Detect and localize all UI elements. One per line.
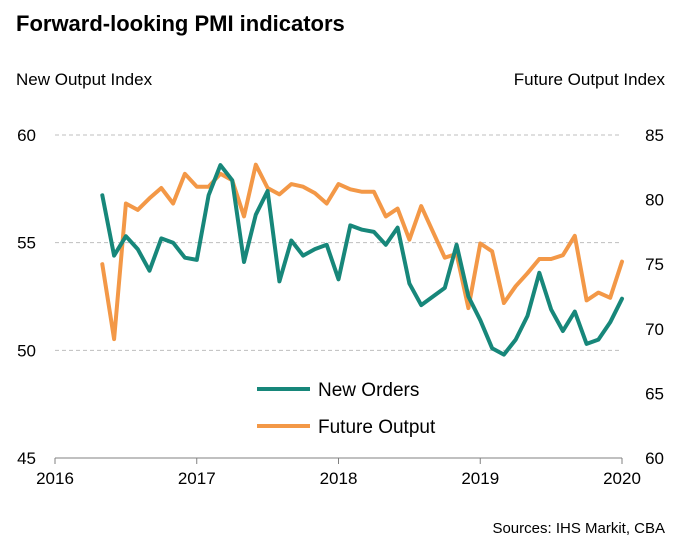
y-left-axis-title: New Output Index	[16, 70, 153, 89]
x-tick-2018: 2018	[320, 469, 358, 488]
series-line-future-output	[100, 162, 624, 342]
y-right-axis-title: Future Output Index	[514, 70, 666, 89]
y-left-tick-45: 45	[17, 449, 36, 468]
series-lines	[100, 162, 624, 357]
legend-label-future-output: Future Output	[318, 417, 436, 438]
y-right-tick-75: 75	[645, 255, 664, 274]
x-tick-2019: 2019	[461, 469, 499, 488]
chart-title: Forward-looking PMI indicators	[16, 11, 345, 36]
y-right-tick-65: 65	[645, 384, 664, 403]
y-right-tick-70: 70	[645, 320, 664, 339]
source-note: Sources: IHS Markit, CBA	[492, 520, 665, 537]
axis-ticks: 45 50 55 60 60 65 70 75 80 85 2016 2017 2018 2019 2020	[17, 126, 664, 488]
y-left-tick-60: 60	[17, 126, 36, 145]
y-left-tick-50: 50	[17, 341, 36, 360]
series-line-new-orders	[100, 163, 624, 357]
y-left-tick-55: 55	[17, 234, 36, 253]
x-tick-2017: 2017	[178, 469, 216, 488]
legend-label-new-orders: New Orders	[318, 380, 419, 401]
legend: New Orders Future Output	[257, 380, 436, 438]
y-right-tick-60: 60	[645, 449, 664, 468]
gridlines	[55, 134, 622, 351]
y-right-tick-80: 80	[645, 191, 664, 210]
x-tick-2016: 2016	[36, 469, 74, 488]
y-right-tick-85: 85	[645, 126, 664, 145]
x-tick-2020: 2020	[603, 469, 641, 488]
